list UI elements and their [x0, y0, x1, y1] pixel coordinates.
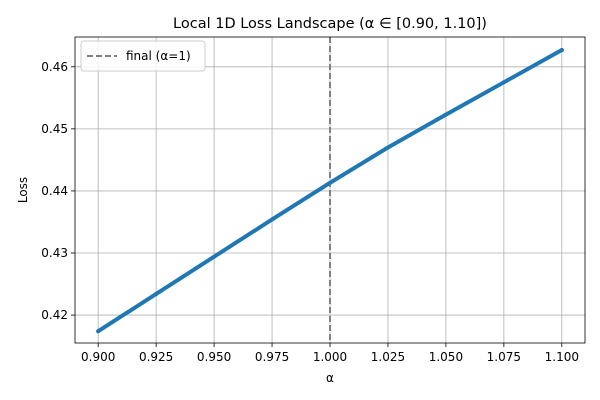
x-tick-label: 1.075: [487, 350, 521, 364]
legend: final (α=1): [80, 40, 206, 72]
legend-box: [80, 40, 206, 72]
ticks: 0.900 0.925 0.950 0.975 1.000 1.025 1.050 1.075…: [41, 60, 579, 364]
loss-data-point: [212, 254, 217, 259]
x-tick-label: 0.900: [81, 350, 115, 364]
x-tick-label: 1.050: [429, 350, 463, 364]
x-tick-label: 1.025: [371, 350, 405, 364]
loss-data-point: [270, 217, 275, 222]
legend-label-final: final (α=1): [126, 49, 191, 63]
series-group: [96, 48, 564, 334]
x-tick-label: 0.950: [197, 350, 231, 364]
loss-data-point: [443, 112, 448, 117]
x-tick-label: 1.100: [545, 350, 579, 364]
y-axis-label: Loss: [16, 177, 30, 203]
loss-data-point: [385, 145, 390, 150]
y-tick-label: 0.44: [41, 184, 68, 198]
chart-title: Local 1D Loss Landscape (α ∈ [0.90, 1.10…: [173, 16, 487, 32]
loss-data-point: [559, 48, 564, 53]
y-tick-label: 0.42: [41, 308, 68, 322]
x-axis-label: α: [326, 371, 334, 385]
y-tick-label: 0.43: [41, 246, 68, 260]
loss-data-point: [328, 180, 332, 185]
x-tick-label: 0.925: [139, 350, 173, 364]
loss-data-point: [501, 80, 506, 85]
loss-data-point: [96, 329, 101, 334]
loss-data-point: [154, 291, 159, 296]
y-tick-label: 0.46: [41, 60, 68, 74]
y-tick-label: 0.45: [41, 122, 68, 136]
x-tick-label: 0.975: [255, 350, 289, 364]
x-tick-label: 1.000: [313, 350, 347, 364]
